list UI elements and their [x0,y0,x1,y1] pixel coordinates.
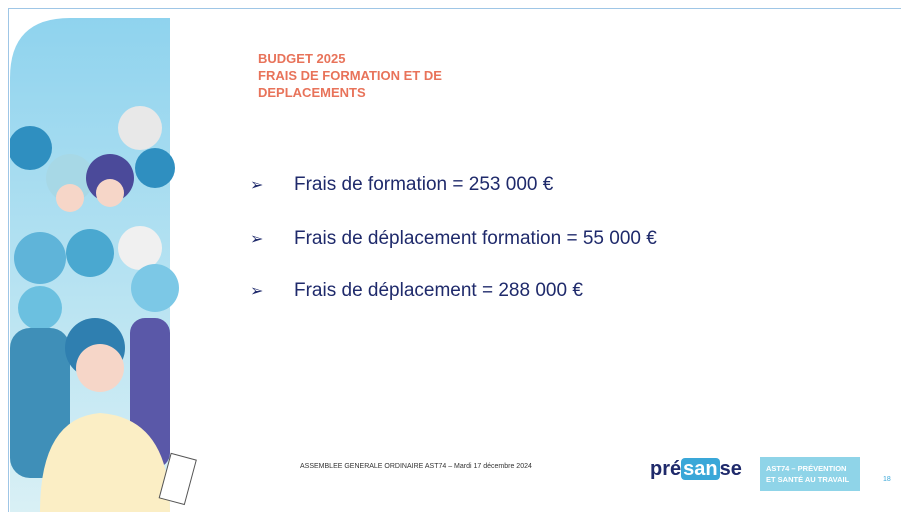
logo-line: ET SANTÉ AU TRAVAIL [766,474,854,485]
logo-part: se [720,458,742,480]
logo-line: AST74 – PRÉVENTION [766,463,854,474]
logo-part: san [681,458,719,480]
slide: BUDGET 2025 FRAIS DE FORMATION ET DE DEP… [0,0,901,512]
bullet-item: ➢Frais de déplacement formation = 55 000… [250,228,657,250]
title-line: BUDGET 2025 [258,50,442,67]
bullet-text: Frais de déplacement = 288 000 € [294,280,583,302]
logo-part: pré [650,458,681,480]
crowd-illustration [10,18,200,512]
title-line: FRAIS DE FORMATION ET DE [258,67,442,84]
title-line: DEPLACEMENTS [258,84,442,101]
bullet-text: Frais de formation = 253 000 € [294,174,553,196]
footer-text: ASSEMBLEE GENERALE ORDINAIRE AST74 – Mar… [300,463,532,470]
slide-title: BUDGET 2025 FRAIS DE FORMATION ET DE DEP… [258,50,442,101]
bullet-item: ➢Frais de déplacement = 288 000 € [250,280,583,302]
ast74-logo: AST74 – PRÉVENTION ET SANTÉ AU TRAVAIL [760,457,860,491]
page-number: 18 [883,476,891,483]
bullet-text: Frais de déplacement formation = 55 000 … [294,228,657,250]
bullet-item: ➢Frais de formation = 253 000 € [250,174,553,196]
